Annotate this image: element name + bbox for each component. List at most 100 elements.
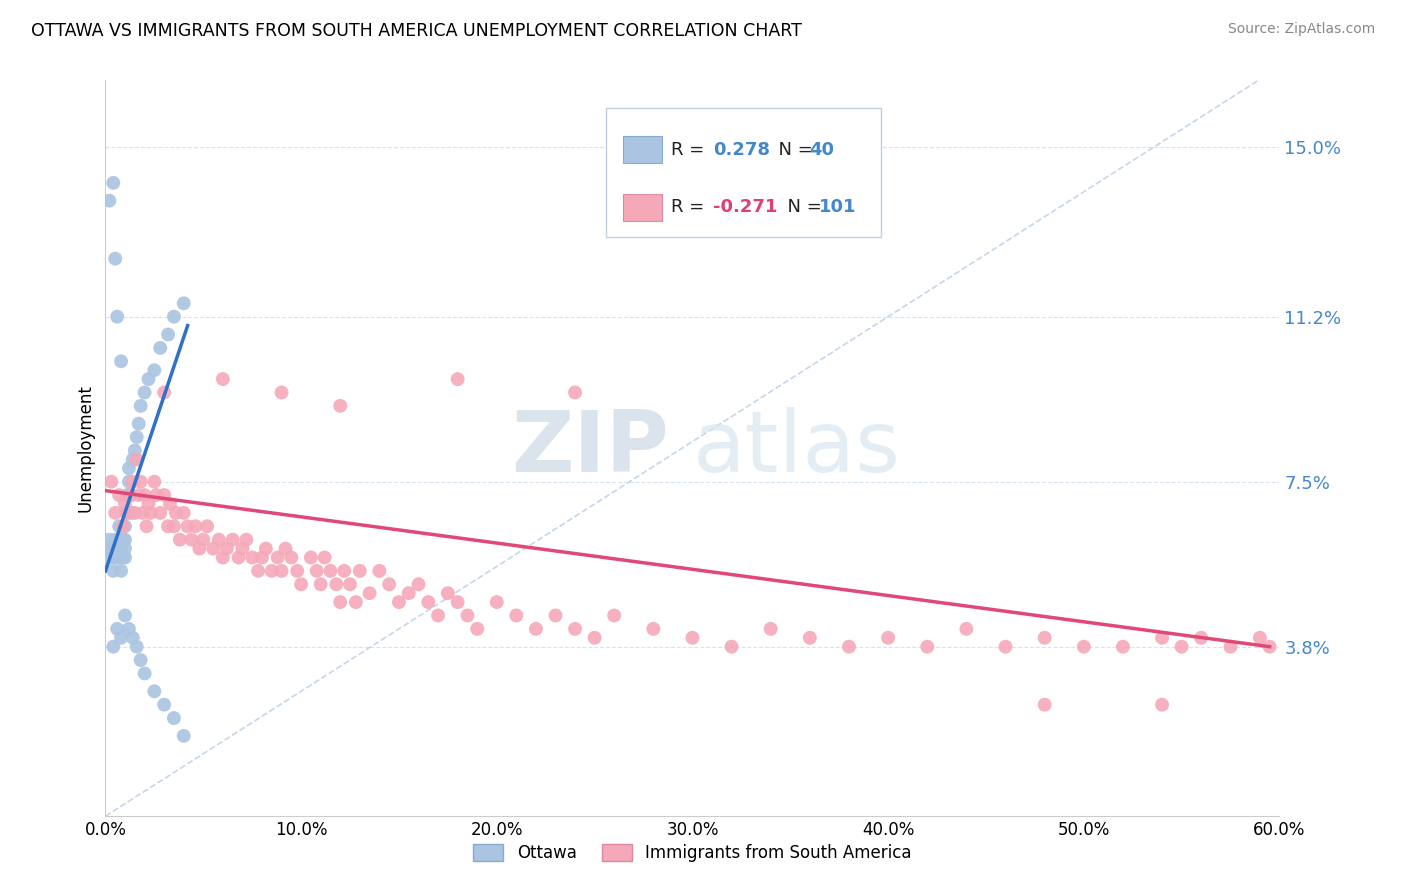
Y-axis label: Unemployment: Unemployment: [76, 384, 94, 512]
Point: [128, 488, 150, 502]
Point: [129, 475, 152, 489]
Point: [134, 666, 156, 681]
Text: 101: 101: [818, 198, 856, 216]
Point: [329, 399, 352, 413]
Point: [1258, 640, 1281, 654]
Point: [280, 550, 302, 565]
Point: [333, 564, 356, 578]
Point: [215, 541, 238, 556]
Text: N =: N =: [766, 141, 818, 159]
Point: [1033, 698, 1056, 712]
Point: [339, 577, 361, 591]
Point: [274, 541, 297, 556]
Point: [437, 586, 460, 600]
Point: [143, 684, 166, 698]
Point: [1249, 631, 1271, 645]
Point: [465, 622, 488, 636]
Point: [720, 640, 742, 654]
Point: [231, 541, 253, 556]
Point: [254, 541, 277, 556]
Point: [759, 622, 782, 636]
Point: [524, 622, 547, 636]
Point: [114, 608, 136, 623]
Point: [368, 564, 391, 578]
Point: [149, 506, 172, 520]
Point: [115, 506, 138, 520]
Point: [359, 586, 381, 600]
Point: [163, 310, 186, 324]
Point: [1112, 640, 1135, 654]
Point: [100, 550, 122, 565]
Point: [165, 506, 187, 520]
Point: [120, 506, 142, 520]
Point: [125, 640, 148, 654]
Point: [266, 550, 288, 565]
Point: [112, 550, 135, 565]
Point: [105, 550, 128, 565]
Point: [221, 533, 243, 547]
Text: ZIP: ZIP: [512, 407, 669, 490]
Point: [193, 533, 215, 547]
Point: [418, 595, 440, 609]
Point: [682, 631, 704, 645]
Point: [603, 608, 626, 623]
Point: [314, 550, 336, 565]
Point: [1152, 631, 1174, 645]
Point: [1219, 640, 1241, 654]
Point: [235, 533, 257, 547]
Point: [115, 506, 138, 520]
Point: [153, 385, 176, 400]
Point: [118, 622, 141, 636]
Point: [188, 541, 211, 556]
Point: [505, 608, 527, 623]
Point: [176, 519, 198, 533]
Point: [108, 533, 131, 547]
Point: [129, 653, 152, 667]
Point: [163, 519, 186, 533]
Point: [398, 586, 420, 600]
Point: [103, 564, 125, 578]
Point: [143, 475, 166, 489]
Text: -0.271: -0.271: [713, 198, 778, 216]
Point: [325, 577, 347, 591]
Point: [134, 385, 156, 400]
Point: [917, 640, 939, 654]
Point: [105, 541, 128, 556]
Point: [138, 372, 160, 386]
Point: [838, 640, 860, 654]
Text: 0.278: 0.278: [713, 141, 770, 159]
Point: [290, 577, 312, 591]
Point: [157, 327, 180, 342]
Point: [105, 622, 128, 636]
Point: [447, 372, 470, 386]
Point: [128, 417, 150, 431]
Point: [544, 608, 567, 623]
Point: [114, 497, 136, 511]
Point: [134, 488, 156, 502]
Point: [1152, 698, 1174, 712]
Point: [118, 461, 141, 475]
Text: atlas: atlas: [693, 407, 900, 490]
Point: [103, 640, 125, 654]
Point: [112, 533, 135, 547]
Point: [131, 506, 153, 520]
Point: [799, 631, 821, 645]
Point: [163, 711, 186, 725]
Point: [994, 640, 1017, 654]
Point: [120, 488, 142, 502]
Point: [1033, 631, 1056, 645]
Point: [125, 430, 148, 444]
Point: [118, 475, 141, 489]
Point: [110, 354, 132, 368]
Point: [583, 631, 606, 645]
Point: [145, 488, 167, 502]
Text: R =: R =: [671, 141, 710, 159]
Point: [110, 533, 132, 547]
Point: [427, 608, 450, 623]
Point: [108, 488, 131, 502]
Point: [121, 452, 143, 467]
Point: [180, 533, 202, 547]
Point: [100, 475, 122, 489]
Text: R =: R =: [671, 198, 710, 216]
Point: [112, 519, 135, 533]
